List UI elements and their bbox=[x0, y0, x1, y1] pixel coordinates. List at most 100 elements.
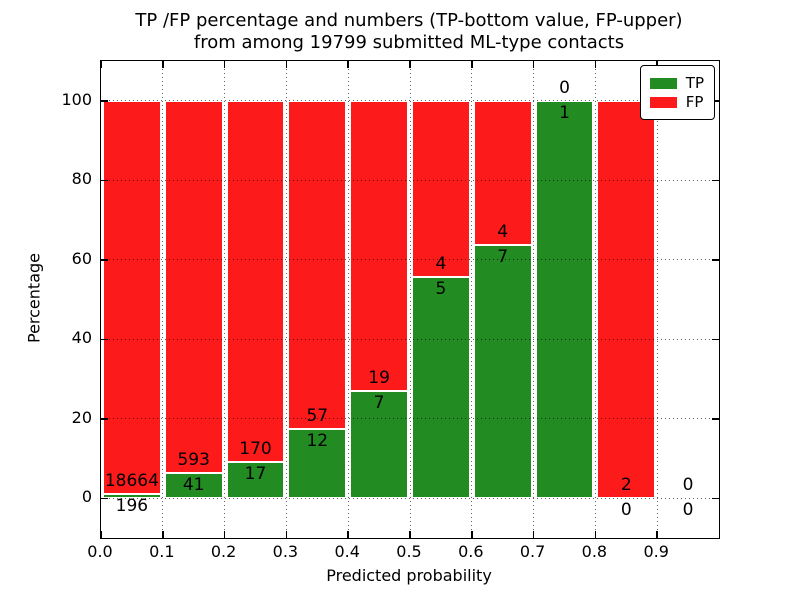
bar-fp-0.3-0.4 bbox=[288, 100, 347, 430]
gridline-v-0.1 bbox=[162, 61, 164, 538]
x-tick-label-0.6: 0.6 bbox=[458, 542, 484, 561]
x-tick-label-0.9: 0.9 bbox=[643, 542, 669, 561]
fp-count-0.7-0.8: 0 bbox=[559, 77, 570, 98]
legend-item-fp: FP bbox=[649, 93, 704, 111]
bar-tp-0.1-0.2 bbox=[164, 472, 223, 499]
gridline-v-0.2 bbox=[224, 61, 226, 538]
tick-y-right-60 bbox=[712, 259, 719, 261]
tick-y-left-60 bbox=[101, 259, 108, 261]
bar-fp-0.5-0.6 bbox=[412, 100, 470, 278]
bar-tp-0.7-0.8 bbox=[535, 100, 594, 499]
y-tick-label-60: 60 bbox=[71, 248, 92, 268]
tp-count-0.4-0.5: 7 bbox=[373, 393, 385, 414]
tick-x-bottom-0.0 bbox=[100, 531, 102, 538]
fp-count-0.4-0.5: 19 bbox=[368, 368, 390, 389]
tick-x-top-0.5 bbox=[409, 61, 411, 68]
tick-x-top-0.2 bbox=[223, 61, 226, 68]
tick-y-left-100 bbox=[101, 100, 108, 102]
tp-count-0.3-0.4: 12 bbox=[306, 431, 329, 452]
tick-y-left-40 bbox=[101, 338, 108, 340]
tick-x-top-0.0 bbox=[100, 61, 102, 68]
gridline-v-0.5 bbox=[409, 61, 411, 538]
legend-swatch-tp-icon bbox=[649, 77, 677, 89]
bar-tp-0-0.1 bbox=[103, 494, 161, 499]
bar-fp-0.2-0.3 bbox=[226, 100, 285, 463]
chart-title-line2: from among 19799 submitted ML-type conta… bbox=[193, 32, 625, 53]
gridline-v-0.6 bbox=[471, 61, 473, 538]
tp-count-0.8-0.9: 0 bbox=[620, 500, 632, 521]
gridline-v-0.8 bbox=[594, 61, 596, 538]
tick-y-left-20 bbox=[101, 418, 108, 420]
gridline-v-0.3 bbox=[285, 61, 287, 538]
tick-x-top-0.6 bbox=[471, 61, 473, 68]
bar-fp-0-0.1 bbox=[103, 100, 161, 495]
y-tick-label-0: 0 bbox=[81, 487, 92, 507]
y-tick-label-20: 20 bbox=[71, 407, 92, 427]
tick-x-bottom-0.2 bbox=[223, 531, 226, 538]
fp-count-0.1-0.2: 593 bbox=[177, 449, 210, 470]
tick-x-bottom-0.5 bbox=[409, 531, 411, 538]
tick-y-right-20 bbox=[712, 418, 719, 420]
tick-x-bottom-0.3 bbox=[285, 531, 288, 538]
tick-y-left-80 bbox=[101, 179, 108, 181]
fp-count-0.9-1: 0 bbox=[682, 475, 694, 496]
tick-x-bottom-0.6 bbox=[471, 531, 473, 538]
legend-swatch-fp-icon bbox=[649, 96, 677, 108]
legend-label-fp: FP bbox=[685, 93, 704, 111]
plot-area: TP FP 18664 196 593 41 170 17 57 12 19 7 4 5 4 7 0 1 2 0 0 0 bbox=[100, 60, 720, 539]
x-tick-label-0.8: 0.8 bbox=[581, 542, 608, 561]
tick-y-right-80 bbox=[712, 179, 719, 181]
tick-y-right-0 bbox=[712, 497, 719, 499]
bar-fp-0.4-0.5 bbox=[350, 100, 408, 392]
tick-x-top-0.8 bbox=[594, 61, 597, 68]
fp-count-0.5-0.6: 4 bbox=[435, 254, 447, 275]
x-tick-label-0.5: 0.5 bbox=[396, 542, 422, 561]
tick-y-left-0 bbox=[101, 497, 108, 499]
bar-tp-0.5-0.6 bbox=[412, 277, 470, 499]
fp-count-0.2-0.3: 170 bbox=[239, 439, 272, 460]
tick-y-right-100 bbox=[712, 100, 719, 102]
x-tick-label-0.0: 0.0 bbox=[87, 542, 113, 561]
tp-count-0.7-0.8: 1 bbox=[559, 102, 570, 123]
fp-count-0.8-0.9: 2 bbox=[620, 475, 632, 496]
y-tick-label-100: 100 bbox=[61, 89, 92, 109]
bar-tp-0.3-0.4 bbox=[288, 429, 347, 499]
bar-fp-0.8-0.9 bbox=[597, 100, 656, 499]
legend-label-tp: TP bbox=[685, 74, 704, 92]
bar-tp-0.4-0.5 bbox=[350, 391, 408, 499]
tick-x-top-0.9 bbox=[656, 61, 658, 68]
x-tick-label-0.3: 0.3 bbox=[272, 542, 299, 561]
legend: TP FP bbox=[639, 65, 715, 120]
tp-count-0.5-0.6: 5 bbox=[435, 279, 447, 300]
tick-y-right-40 bbox=[712, 338, 719, 340]
legend-item-tp: TP bbox=[649, 74, 704, 92]
tick-x-bottom-0.8 bbox=[594, 531, 597, 538]
tp-count-0.9-1: 0 bbox=[682, 500, 694, 521]
tick-x-bottom-0.9 bbox=[656, 531, 658, 538]
bar-tp-0.6-0.7 bbox=[473, 245, 532, 499]
y-tick-label-80: 80 bbox=[71, 169, 92, 189]
tp-count-0.2-0.3: 17 bbox=[244, 464, 267, 485]
bar-fp-0.6-0.7 bbox=[473, 100, 532, 246]
fp-count-0.3-0.4: 57 bbox=[306, 406, 329, 427]
tick-x-bottom-0.7 bbox=[532, 531, 535, 538]
x-tick-label-0.4: 0.4 bbox=[334, 542, 360, 561]
x-axis-label: Predicted probability bbox=[326, 566, 492, 585]
x-tick-label-0.7: 0.7 bbox=[519, 542, 546, 561]
tick-x-bottom-0.4 bbox=[347, 531, 349, 538]
gridline-v-0.9 bbox=[656, 61, 658, 538]
y-tick-label-40: 40 bbox=[71, 328, 92, 348]
fp-count-0.6-0.7: 4 bbox=[497, 222, 509, 243]
x-tick-label-0.1: 0.1 bbox=[149, 542, 175, 561]
bar-fp-0.1-0.2 bbox=[164, 100, 223, 473]
chart-title: TP /FP percentage and numbers (TP-bottom… bbox=[100, 10, 718, 54]
tick-x-top-0.1 bbox=[162, 61, 164, 68]
tp-count-0.6-0.7: 7 bbox=[497, 247, 509, 268]
fp-count-0-0.1: 18664 bbox=[104, 471, 159, 492]
gridline-v-0.4 bbox=[347, 61, 349, 538]
tick-x-top-0.3 bbox=[285, 61, 288, 68]
x-tick-label-0.2: 0.2 bbox=[210, 542, 237, 561]
tick-x-top-0.7 bbox=[532, 61, 535, 68]
tick-x-top-0.4 bbox=[347, 61, 349, 68]
